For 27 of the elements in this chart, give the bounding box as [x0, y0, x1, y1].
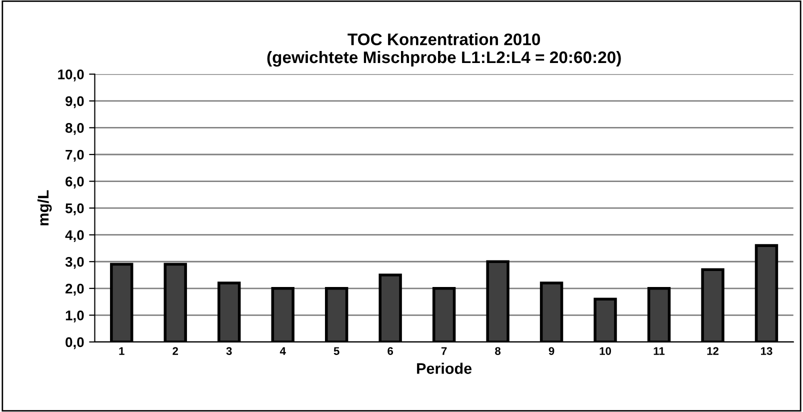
- x-tick-label: 12: [707, 347, 718, 355]
- y-tick-label: 5,0: [65, 203, 84, 216]
- x-tick-label: 4: [280, 347, 286, 355]
- y-axis-title: mg/L: [37, 190, 52, 226]
- x-tick-label: 8: [495, 347, 501, 355]
- x-axis-title: Periode: [417, 362, 472, 374]
- y-tick-label: 6,0: [66, 176, 84, 188]
- y-tick-label: 4,0: [65, 230, 84, 242]
- y-tick-label: 3,0: [65, 256, 84, 269]
- y-tick-label: 1,0: [66, 310, 84, 322]
- y-tick-label: 10,0: [58, 69, 84, 82]
- x-tick-label: 3: [226, 347, 232, 355]
- chart-title: TOC Konzentration 2010 (gewichtete Mischprobe L1:L2:L4 = 20:60:20): [267, 33, 621, 67]
- x-tick-label: 6: [388, 347, 394, 355]
- y-tick-label: 9,0: [66, 96, 84, 108]
- x-tick-label: 11: [654, 347, 665, 355]
- y-tick-label: 2,0: [66, 284, 84, 296]
- x-tick-label: 2: [172, 347, 178, 355]
- x-tick-label: 7: [441, 347, 447, 355]
- x-tick-label: 5: [334, 347, 340, 355]
- y-tick-label: 7,0: [66, 150, 84, 162]
- y-tick-label: 0,0: [66, 337, 84, 350]
- y-tick-label: 8,0: [65, 123, 84, 135]
- x-tick-label: 1: [119, 347, 124, 355]
- x-tick-label: 9: [548, 347, 554, 355]
- x-tick-label: 10: [600, 347, 611, 355]
- x-tick-label: 13: [761, 347, 772, 355]
